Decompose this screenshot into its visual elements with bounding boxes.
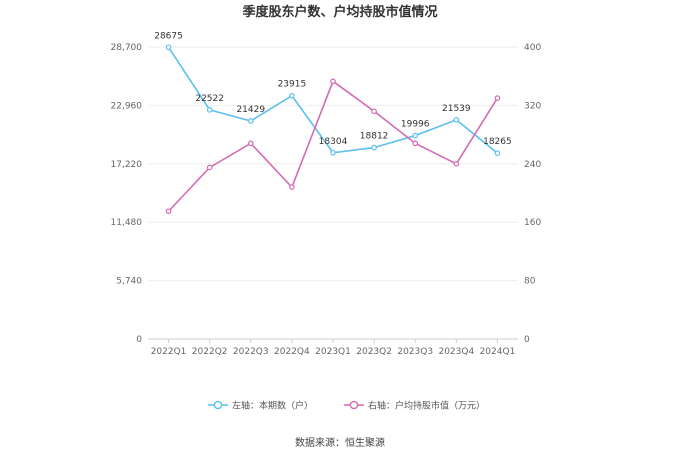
data-point[interactable] [247,140,254,147]
data-point[interactable] [330,149,336,156]
data-point[interactable] [206,164,213,171]
data-point[interactable] [371,108,377,115]
data-label: 19996 [401,120,430,130]
legend-label[interactable]: 左轴：本期数（户） [232,400,313,412]
data-label: 21539 [442,104,471,114]
chart-title: 季度股东户数、户均持股市值情况 [241,4,437,20]
legend-marker [349,400,359,410]
left-tick-label: 28,700 [111,43,143,53]
left-tick-label: 0 [136,335,142,345]
x-tick-label: 2022Q4 [274,347,310,357]
x-tick-label: 2022Q1 [151,347,187,357]
right-tick-label: 0 [524,335,530,345]
data-point[interactable] [371,144,377,151]
right-tick-label: 160 [524,218,541,228]
data-label: 22522 [195,94,224,104]
data-point[interactable] [247,118,254,124]
left-tick-label: 11,480 [111,218,143,228]
data-point[interactable] [289,184,295,190]
grid [148,46,518,340]
x-tick-label: 2023Q1 [315,347,351,357]
legend: 左轴：本期数（户） 右轴：户均持股市值（万元） [208,400,485,412]
legend-marker [213,400,223,410]
data-label: 23915 [278,80,307,90]
x-tick-label: 2023Q2 [356,347,392,357]
data-label: 21429 [236,105,265,115]
x-tick-label: 2023Q3 [397,347,433,357]
right-axis-ticks: 0 80 160 240 320 400 [524,43,541,345]
source-text: 数据来源：恒生聚源 [295,436,385,449]
data-point[interactable] [165,208,172,215]
left-tick-label: 22,960 [111,101,143,111]
data-label: 18812 [360,132,389,142]
data-label: 18265 [483,137,512,147]
x-tick-label: 2022Q2 [192,347,228,357]
data-point[interactable] [330,78,336,85]
data-point[interactable] [453,161,460,167]
x-tick-label: 2023Q4 [438,347,474,357]
series-lines: 28675 22522 21429 23915 18304 18812 19996 21539… [154,31,512,215]
right-tick-label: 400 [524,43,541,53]
data-point[interactable] [412,140,419,147]
left-axis-ticks: 0 5,740 11,480 17,220 22,960 28,700 [111,43,143,345]
data-label: 18304 [319,137,348,147]
left-tick-label: 5,740 [116,277,142,287]
data-point[interactable] [494,150,501,156]
data-point[interactable] [412,132,419,139]
x-tick-label: 2022Q3 [233,347,269,357]
data-point[interactable] [165,44,172,51]
x-tick-label: 2024Q1 [480,347,516,357]
right-tick-label: 240 [524,160,541,170]
right-tick-label: 80 [524,277,536,287]
data-point[interactable] [206,107,213,113]
left-tick-label: 17,220 [111,160,143,170]
data-point[interactable] [453,117,460,123]
right-tick-label: 320 [524,101,541,111]
data-point[interactable] [494,95,501,101]
x-axis-ticks: 2022Q1 2022Q2 2022Q3 2022Q4 2023Q1 2023Q2 2023… [151,339,516,357]
legend-label[interactable]: 右轴：户均持股市值（万元） [368,400,485,412]
data-point[interactable] [289,92,295,99]
data-label: 28675 [154,31,183,41]
